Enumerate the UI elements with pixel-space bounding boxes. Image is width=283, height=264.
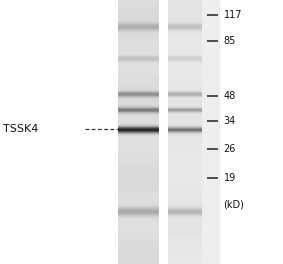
Text: 48: 48	[224, 91, 236, 101]
Text: (kD): (kD)	[224, 200, 245, 210]
Text: 34: 34	[224, 116, 236, 126]
Text: 85: 85	[224, 36, 236, 46]
Text: 26: 26	[224, 144, 236, 154]
Text: 117: 117	[224, 10, 242, 20]
Text: 19: 19	[224, 173, 236, 183]
Text: TSSK4: TSSK4	[3, 124, 38, 134]
